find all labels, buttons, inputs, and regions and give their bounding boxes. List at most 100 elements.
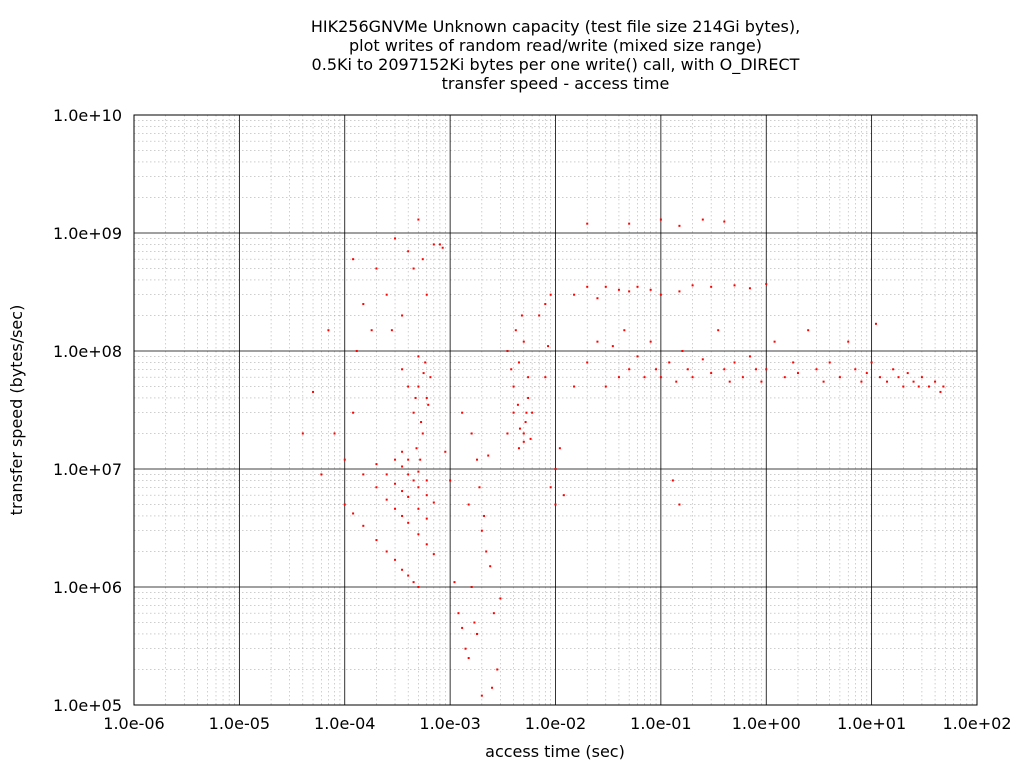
data-point <box>470 586 473 588</box>
data-point <box>525 411 528 414</box>
data-point <box>524 421 527 424</box>
plot-frame <box>133 114 978 706</box>
data-point <box>333 432 336 435</box>
data-point <box>461 411 464 414</box>
data-point <box>828 361 831 364</box>
x-tick-label: 1.0e-04 <box>314 714 375 733</box>
data-point <box>586 285 589 288</box>
data-point <box>417 385 420 388</box>
data-point <box>783 376 786 379</box>
data-point <box>522 340 525 343</box>
data-point <box>544 376 547 379</box>
data-point <box>815 368 818 371</box>
y-tick-label: 1.0e+09 <box>53 224 122 243</box>
data-point <box>892 368 895 371</box>
data-point <box>425 396 428 399</box>
data-point <box>510 368 513 371</box>
data-point <box>461 626 464 629</box>
data-point <box>432 501 435 504</box>
data-point <box>427 403 430 406</box>
data-point <box>467 657 470 660</box>
data-point <box>370 329 373 332</box>
data-point <box>449 479 452 482</box>
data-point <box>617 288 620 291</box>
data-point <box>401 450 404 453</box>
data-point <box>733 284 736 287</box>
data-point <box>417 507 420 510</box>
data-point <box>417 355 420 358</box>
data-point <box>701 218 704 221</box>
data-point <box>860 380 863 383</box>
y-tick-label: 1.0e+05 <box>53 696 122 715</box>
data-point <box>822 380 825 383</box>
data-point <box>394 237 397 240</box>
data-point <box>412 267 415 270</box>
data-point <box>425 543 428 546</box>
data-point <box>441 246 444 249</box>
data-point <box>438 243 441 246</box>
x-tick-label: 1.0e-05 <box>209 714 270 733</box>
data-point <box>710 372 713 375</box>
x-tick-label: 1.0e-01 <box>630 714 691 733</box>
data-point <box>352 411 355 414</box>
data-point <box>432 243 435 246</box>
data-point <box>920 376 923 379</box>
data-point <box>554 503 557 506</box>
data-point <box>611 345 614 348</box>
data-point <box>517 361 520 364</box>
data-point <box>407 250 410 253</box>
data-point <box>748 355 751 358</box>
x-tick-label: 1.0e+01 <box>837 714 906 733</box>
x-tick-label: 1.0e-03 <box>419 714 480 733</box>
data-point <box>723 368 726 371</box>
data-point <box>412 581 415 584</box>
data-point <box>723 220 726 223</box>
data-point <box>407 385 410 388</box>
data-point <box>710 285 713 288</box>
chart-title-line-1: HIK256GNVMe Unknown capacity (test file … <box>310 17 801 36</box>
data-point <box>483 514 486 517</box>
data-point <box>628 222 631 225</box>
data-point <box>496 668 499 671</box>
data-point <box>733 361 736 364</box>
grid <box>133 114 978 706</box>
data-point <box>343 503 346 506</box>
data-point <box>796 372 799 375</box>
data-point <box>401 314 404 317</box>
data-point <box>655 368 658 371</box>
data-point <box>529 437 532 440</box>
data-point <box>522 440 525 443</box>
data-point <box>385 293 388 296</box>
data-point <box>385 473 388 476</box>
data-point <box>522 432 525 435</box>
data-point <box>741 376 744 379</box>
data-point <box>485 550 488 553</box>
data-point <box>476 632 479 635</box>
data-point <box>343 458 346 461</box>
data-point <box>401 368 404 371</box>
data-point <box>414 396 417 399</box>
data-point <box>420 421 423 424</box>
chart-title-line-3: 0.5Ki to 2097152Ki bytes per one write()… <box>311 55 800 74</box>
data-point <box>870 361 873 364</box>
data-point <box>544 303 547 306</box>
data-point <box>643 376 646 379</box>
data-point <box>927 385 930 388</box>
data-point <box>492 612 495 615</box>
data-point <box>917 385 920 388</box>
data-point <box>417 470 420 473</box>
data-point <box>401 490 404 493</box>
data-point <box>562 494 565 497</box>
data-point <box>478 486 481 489</box>
data-point <box>407 458 410 461</box>
data-point <box>701 358 704 361</box>
data-point <box>942 385 945 388</box>
data-point <box>401 568 404 571</box>
data-point <box>375 539 378 542</box>
data-point <box>897 376 900 379</box>
data-point <box>425 494 428 497</box>
data-point <box>765 368 768 371</box>
data-point <box>765 282 768 285</box>
data-point <box>902 385 905 388</box>
